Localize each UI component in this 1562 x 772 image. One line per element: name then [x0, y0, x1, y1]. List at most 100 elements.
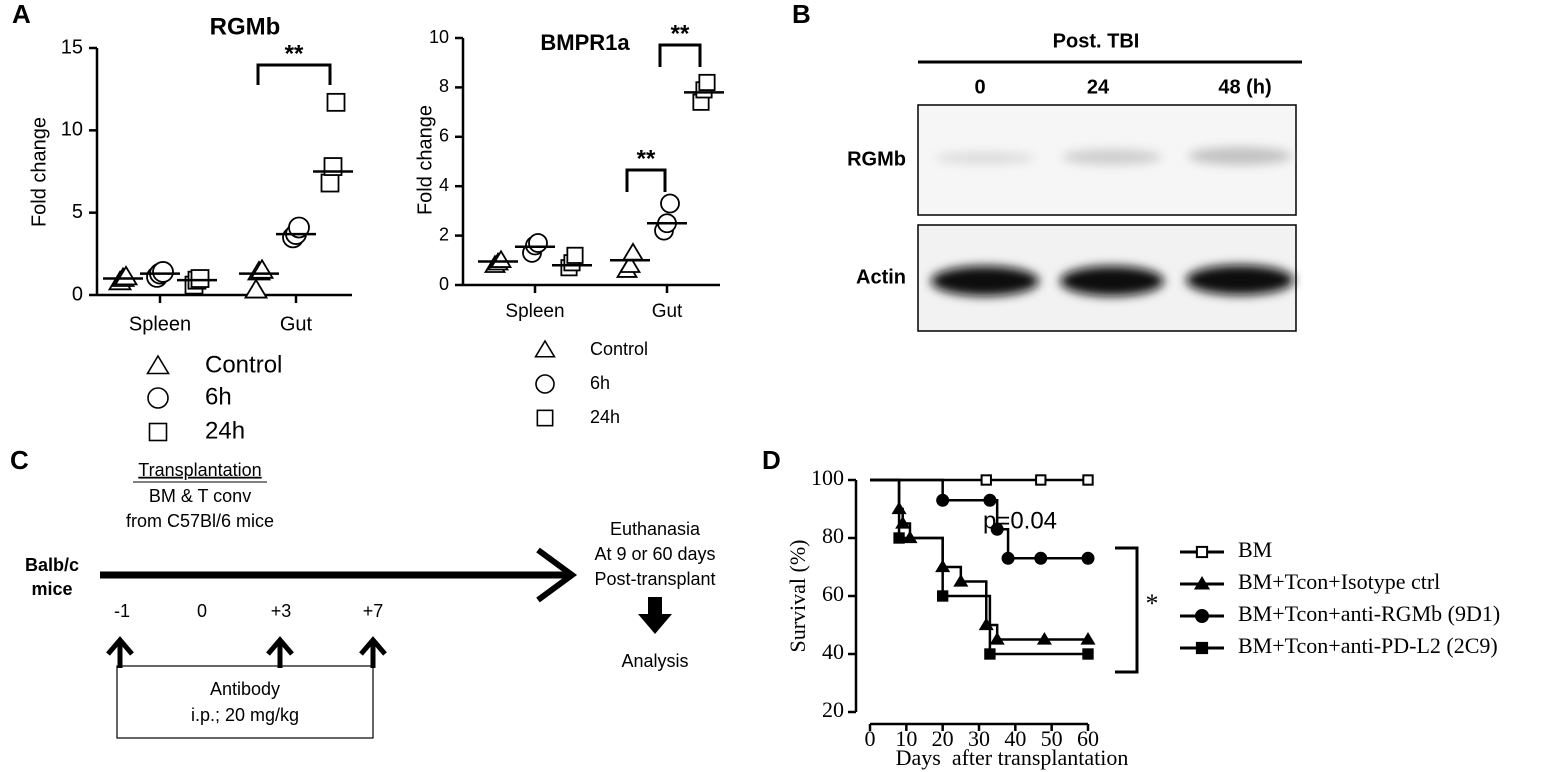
blot-title: Post. TBI: [1053, 30, 1140, 52]
point: [288, 216, 310, 239]
point: [146, 354, 170, 375]
x-tick-label: 60: [1077, 726, 1099, 751]
point: [1082, 648, 1094, 660]
significance-bracket: [625, 168, 667, 192]
panel-label: A: [12, 0, 31, 29]
point: [1195, 641, 1209, 655]
legend-label: 24h: [205, 417, 245, 444]
diagram-text: BM & T conv: [149, 486, 251, 506]
diagram-text: Antibody: [210, 679, 280, 699]
lane-label: 0: [974, 76, 985, 98]
row-label: Actin: [856, 266, 906, 288]
y-tick-label: 6: [439, 126, 449, 146]
legend-label: 6h: [205, 383, 232, 410]
legend-label: Control: [205, 351, 282, 378]
significance-bracket: [658, 43, 702, 67]
point: [113, 265, 139, 286]
survival-line: [870, 478, 1088, 641]
point: [1195, 609, 1209, 623]
point: [528, 233, 548, 253]
legend-label: BM: [1238, 537, 1272, 562]
point: [936, 590, 949, 602]
point: [990, 522, 1004, 536]
x-tick-label: Spleen: [505, 301, 564, 322]
panel-label: B: [792, 0, 811, 29]
y-tick-label: 40: [822, 639, 844, 664]
point: [984, 648, 996, 660]
point: [1036, 632, 1052, 645]
point: [1001, 551, 1015, 565]
y-tick-label: 20: [822, 697, 844, 722]
y-tick-label: 10: [61, 119, 83, 141]
point: [1082, 474, 1094, 486]
x-tick-label: Gut: [280, 313, 313, 335]
significance-label: **: [637, 145, 656, 172]
y-axis-label: Survival (%): [785, 539, 810, 652]
x-tick-label: Gut: [652, 301, 683, 322]
point: [1035, 474, 1047, 486]
point: [893, 532, 905, 544]
timepoint: +7: [363, 601, 384, 621]
diagram-text: Analysis: [621, 651, 688, 671]
point: [1080, 632, 1096, 645]
significance-bracket: [256, 63, 332, 85]
x-tick-label: 10: [895, 726, 917, 751]
point: [980, 474, 992, 486]
point: [1193, 576, 1211, 590]
legend-label: BM+Tcon+anti-PD-L2 (2C9): [1238, 633, 1498, 658]
timepoint: 0: [197, 601, 207, 621]
blot-bands: [935, 147, 1292, 165]
antibody-box: [116, 665, 374, 739]
down-arrow: [638, 597, 672, 634]
y-axis-label: Fold change: [28, 117, 50, 227]
diagram-text: At 9 or 60 days: [594, 544, 715, 564]
chart-title: BMPR1a: [540, 30, 630, 55]
point: [190, 269, 210, 288]
x-tick-label: Spleen: [129, 313, 191, 335]
diagram-text: from C57Bl/6 mice: [126, 511, 274, 531]
y-tick-label: 60: [822, 581, 844, 606]
point: [698, 73, 716, 92]
row-label: RGMb: [847, 148, 906, 170]
y-axis-label: Fold change: [414, 105, 436, 215]
panel-label: C: [10, 445, 29, 475]
survival-line: [870, 478, 1088, 560]
y-tick-label: 2: [439, 224, 449, 244]
y-tick-label: 100: [811, 465, 844, 490]
point: [536, 409, 554, 427]
point: [1081, 551, 1095, 565]
y-tick-label: 80: [822, 523, 844, 548]
point: [618, 254, 642, 273]
significance-bracket: [1115, 546, 1139, 674]
point: [535, 374, 555, 394]
x-tick-label: 40: [1004, 726, 1026, 751]
lane-label: 24: [1087, 76, 1110, 98]
arrow-head: [536, 547, 578, 603]
point: [489, 249, 513, 268]
point: [326, 92, 346, 112]
survival-line: [870, 478, 1088, 656]
legend-label: BM+Tcon+Isotype ctrl: [1238, 569, 1440, 594]
diagram-text: i.p.; 20 mg/kg: [191, 705, 299, 725]
chart-title: RGMb: [210, 13, 281, 40]
x-tick-label: 0: [865, 726, 876, 751]
lane-label: 48 (h): [1218, 76, 1271, 98]
p-value: p=0.04: [983, 507, 1057, 534]
diagram-text: Post-transplant: [594, 569, 715, 589]
point: [147, 387, 169, 409]
y-tick-label: 0: [72, 283, 83, 305]
y-tick-label: 15: [61, 36, 83, 58]
diagram-heading: Transplantation: [138, 460, 261, 480]
significance-label: **: [285, 40, 304, 67]
legend-label: 6h: [590, 373, 610, 393]
y-tick-label: 8: [439, 76, 449, 96]
point: [566, 246, 584, 264]
point: [983, 493, 997, 507]
legend-label: 24h: [590, 407, 620, 427]
point: [320, 173, 340, 193]
point: [936, 493, 950, 507]
diagram-text: Euthanasia: [610, 519, 701, 539]
dose-arrows: [106, 636, 387, 668]
diagram-text: mice: [31, 579, 72, 599]
point: [243, 278, 269, 299]
